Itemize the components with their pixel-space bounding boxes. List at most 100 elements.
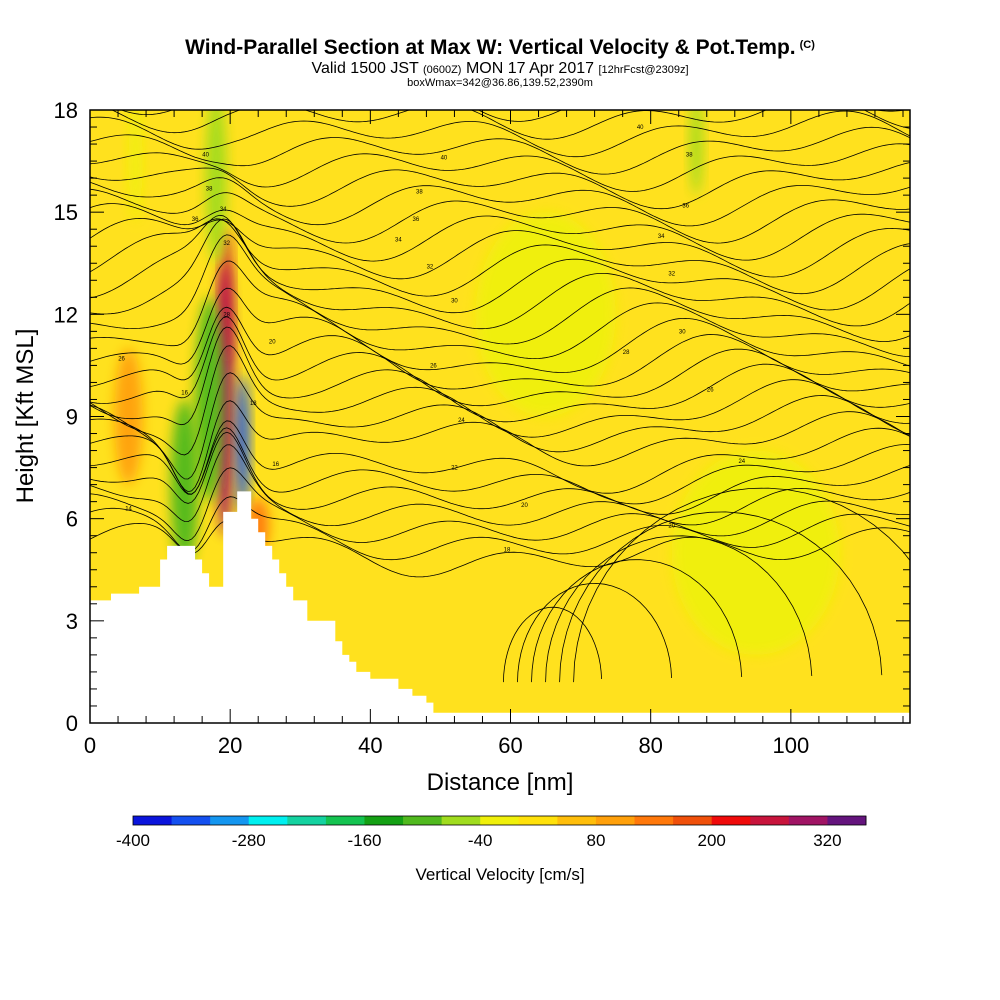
colorbar-swatch bbox=[248, 816, 288, 825]
x-tick-label: 0 bbox=[84, 733, 96, 758]
contour-label: 36 bbox=[192, 217, 199, 223]
isentrope-line bbox=[90, 444, 910, 527]
valid-prefix: Valid 1500 JST bbox=[311, 60, 419, 77]
x-tick-label: 40 bbox=[358, 733, 382, 758]
plot-area: 40 40 40 38 38 38 36 36 36 34 34 34 32 32 32 30 30 28 28 26… bbox=[89, 64, 911, 724]
contour-label: 24 bbox=[738, 459, 745, 465]
forecast-info: [12hrFcst@2309z] bbox=[598, 64, 689, 76]
contour-label: 26 bbox=[707, 387, 714, 393]
y-tick-label: 3 bbox=[66, 609, 78, 634]
isentrope-line bbox=[559, 511, 883, 683]
isentrope-line bbox=[503, 606, 602, 683]
contour-label: 38 bbox=[206, 186, 213, 192]
colorbar-swatch bbox=[133, 816, 173, 825]
isentrope-line bbox=[90, 188, 910, 244]
colorbar-swatch bbox=[827, 816, 867, 825]
contour-label: 40 bbox=[202, 152, 209, 158]
contour-label: 36 bbox=[413, 217, 420, 223]
contour-label: 38 bbox=[416, 190, 423, 196]
velocity-feature bbox=[689, 110, 703, 196]
isentrope-line bbox=[90, 126, 910, 175]
x-axis-title: Distance [nm] bbox=[427, 769, 574, 796]
isentrope-line bbox=[90, 316, 910, 407]
colorbar-swatch bbox=[673, 816, 713, 825]
isentrope-line bbox=[90, 326, 910, 426]
contour-label: 18 bbox=[504, 547, 511, 553]
y-tick-label: 0 bbox=[66, 711, 78, 736]
x-tick-label: 100 bbox=[772, 733, 809, 758]
contour-label: 24 bbox=[458, 418, 465, 424]
colorbar-tick-label: 80 bbox=[586, 831, 605, 850]
isentrope-line bbox=[90, 345, 910, 456]
contour-label: 34 bbox=[220, 207, 227, 213]
contour-label: 32 bbox=[427, 265, 434, 271]
chart-title-suffix: (C) bbox=[799, 39, 815, 51]
x-tick-label: 20 bbox=[218, 733, 242, 758]
isentrope-line bbox=[120, 110, 907, 122]
isentrope-line bbox=[531, 559, 743, 683]
colorbar-frame bbox=[132, 815, 867, 826]
colorbar-title: Vertical Velocity [cm/s] bbox=[415, 865, 584, 884]
colorbar-swatch bbox=[403, 816, 443, 825]
isentrope-line bbox=[90, 217, 910, 280]
contour-label: 20 bbox=[269, 340, 276, 346]
colorbar: -400 -280 -160 -40 80 200 320 bbox=[116, 815, 867, 850]
contour-label: 36 bbox=[682, 203, 689, 209]
isentrope-line bbox=[90, 218, 910, 297]
isentrope-line bbox=[90, 110, 910, 158]
colorbar-swatch bbox=[711, 816, 751, 825]
y-tick-label: 6 bbox=[66, 507, 78, 532]
colorbar-swatch bbox=[557, 816, 597, 825]
isentrope-line bbox=[90, 203, 910, 262]
contour-label: 32 bbox=[223, 241, 230, 247]
potential-temperature-contours bbox=[90, 64, 910, 683]
colorbar-swatch bbox=[171, 816, 211, 825]
isentrope-line bbox=[545, 535, 813, 683]
colorbar-swatch bbox=[364, 816, 404, 825]
velocity-feature bbox=[475, 212, 616, 417]
contour-label: 22 bbox=[451, 466, 458, 472]
isentrope-line bbox=[573, 487, 910, 683]
chart-title: Wind-Parallel Section at Max W: Vertical… bbox=[0, 36, 1000, 60]
isentrope-line bbox=[90, 64, 910, 104]
y-tick-label: 15 bbox=[54, 200, 78, 225]
colorbar-tick-label: -280 bbox=[232, 831, 266, 850]
contour-label: 26 bbox=[430, 363, 437, 369]
colorbar-tick-label: -40 bbox=[468, 831, 493, 850]
chart-title-main: Wind-Parallel Section at Max W: Vertical… bbox=[185, 36, 796, 59]
colorbar-tick-label: 320 bbox=[813, 831, 841, 850]
contour-label: 30 bbox=[451, 299, 458, 305]
contour-label: 38 bbox=[686, 152, 693, 158]
x-tick-label: 80 bbox=[638, 733, 662, 758]
valid-utc: (0600Z) bbox=[422, 64, 462, 76]
isentrope-line bbox=[90, 260, 910, 360]
colorbar-swatch bbox=[518, 816, 558, 825]
contour-label: 40 bbox=[441, 156, 448, 162]
velocity-feature bbox=[114, 348, 143, 485]
x-axis: 0 20 40 60 80 100 bbox=[84, 110, 904, 758]
isentrope-line bbox=[90, 431, 910, 515]
y-tick-label: 9 bbox=[66, 405, 78, 430]
velocity-feature bbox=[128, 110, 143, 223]
isentrope-line bbox=[90, 467, 910, 543]
isentrope-line bbox=[90, 218, 910, 330]
isentrope-line bbox=[90, 287, 910, 373]
colorbar-swatch bbox=[595, 816, 636, 825]
chart-subtitle: Valid 1500 JST (0600Z) MON 17 Apr 2017 [… bbox=[0, 60, 1000, 78]
y-axis-title: Height [Kft MSL] bbox=[12, 329, 39, 504]
colorbar-swatch bbox=[210, 816, 250, 825]
contour-label: 20 bbox=[668, 523, 675, 529]
valid-date: MON 17 Apr 2017 bbox=[465, 60, 595, 77]
colorbar-swatch bbox=[750, 816, 790, 825]
y-tick-label: 12 bbox=[54, 302, 78, 327]
velocity-feature bbox=[170, 399, 199, 570]
contour-label: 16 bbox=[272, 462, 279, 468]
velocity-feature bbox=[671, 450, 840, 655]
contour-label: 26 bbox=[118, 357, 125, 363]
contour-label: 18 bbox=[250, 401, 257, 407]
isentrope-line bbox=[90, 234, 910, 345]
isentrope-line bbox=[90, 162, 910, 210]
isentrope-line bbox=[90, 143, 910, 192]
